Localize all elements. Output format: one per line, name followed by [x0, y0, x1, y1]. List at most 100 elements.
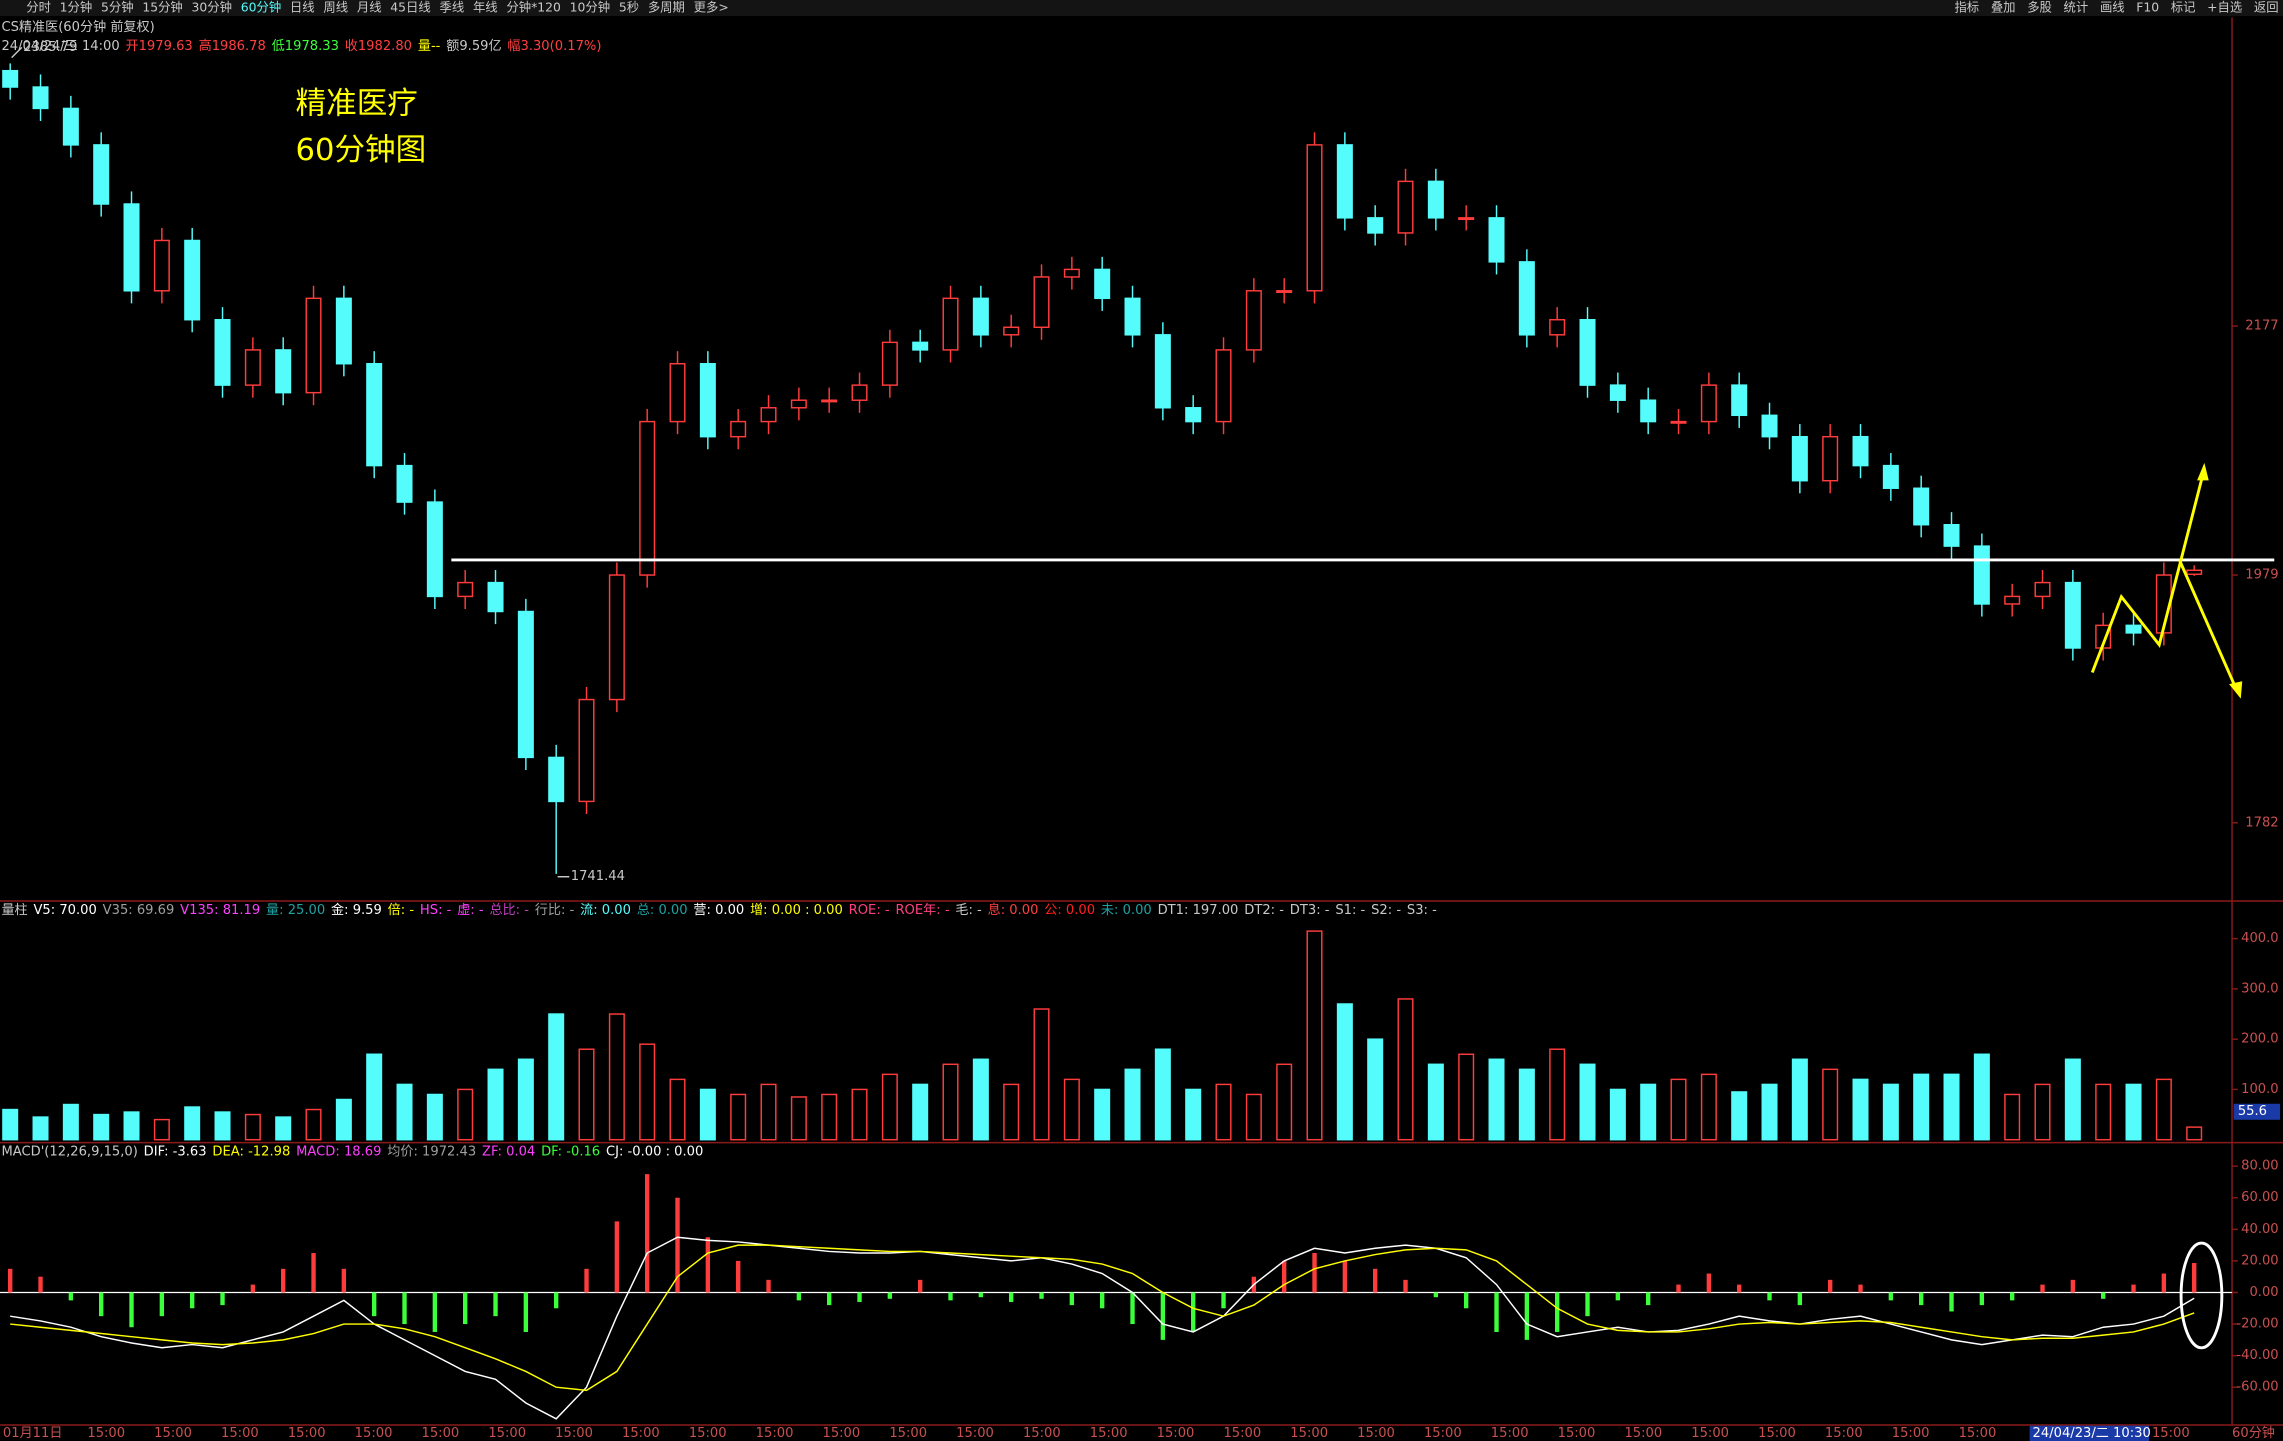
- info-item: DT2: -: [1244, 903, 1284, 918]
- info-item: MACD: 18.69: [296, 1145, 381, 1160]
- x-tick-label: 15:00: [1758, 1426, 1796, 1441]
- candle-body: [1640, 399, 1657, 423]
- candle-body: [1973, 545, 1990, 605]
- x-tick-label: 15:00: [555, 1426, 593, 1441]
- info-item: 行比: -: [535, 902, 575, 918]
- toolbar-item[interactable]: 5分钟: [101, 0, 134, 15]
- x-tick-label: 15:00: [221, 1426, 259, 1441]
- x-tick-label: 60分钟: [2232, 1424, 2275, 1441]
- toolbar-item[interactable]: 返回: [2254, 1, 2279, 15]
- volume-bar: [760, 1083, 777, 1141]
- candle-body: [1579, 318, 1596, 386]
- toolbar-item[interactable]: 10分钟: [570, 0, 610, 15]
- volume-bar: [1397, 998, 1414, 1141]
- toolbar-item[interactable]: 更多>: [694, 1, 729, 15]
- toolbar-item[interactable]: 周线: [323, 1, 348, 15]
- volume-bar: [639, 1043, 656, 1141]
- info-item: V35: 69.69: [103, 903, 175, 918]
- info-item: 流: 0.00: [580, 902, 631, 918]
- volume-bar: [2095, 1083, 2112, 1141]
- max-pointer: [11, 46, 23, 59]
- candle-body: [93, 144, 110, 205]
- info-item: 均价: 1972.43: [387, 1144, 476, 1160]
- x-tick-label: 15:00: [1090, 1426, 1128, 1441]
- toolbar-item[interactable]: 多股: [2027, 1, 2052, 15]
- volume-bar: [1973, 1053, 1990, 1141]
- drawn-arrow: [2178, 559, 2240, 694]
- toolbar-item[interactable]: 45日线: [390, 1, 430, 15]
- toolbar-item[interactable]: 5秒: [619, 1, 639, 15]
- candle-body: [1609, 384, 1626, 401]
- x-tick-label: 15:00: [622, 1426, 660, 1441]
- y-tick-label: 400.0: [2241, 931, 2279, 946]
- y-tick-label: -40.00: [2236, 1348, 2278, 1363]
- volume-bar: [851, 1088, 868, 1141]
- x-tick-label: 15:00: [288, 1426, 326, 1441]
- toolbar-item[interactable]: 15分钟: [142, 0, 182, 15]
- toolbar-item[interactable]: 日线: [290, 1, 315, 15]
- volume-bar: [821, 1093, 838, 1141]
- toolbar-item[interactable]: 60分钟: [241, 0, 281, 15]
- candle-body: [1761, 414, 1778, 438]
- volume-bar: [275, 1116, 292, 1141]
- volume-bar: [1882, 1083, 1899, 1141]
- toolbar-item[interactable]: 指标: [1954, 0, 1979, 15]
- toolbar-item[interactable]: F10: [2136, 1, 2159, 15]
- candle-body: [1094, 268, 1111, 300]
- toolbar-item[interactable]: 分钟*120: [506, 0, 561, 15]
- info-item: 24/04/24/三 14:00: [1, 39, 119, 54]
- volume-bar: [305, 1108, 322, 1141]
- arrow-head: [2229, 681, 2243, 699]
- volume-bar: [244, 1113, 261, 1141]
- candle-body: [305, 297, 322, 394]
- info-item: 金: 9.59: [331, 902, 382, 918]
- volume-bar: [517, 1058, 534, 1141]
- volume-bar: [1336, 1003, 1353, 1141]
- info-item: 毛: -: [955, 902, 982, 918]
- volume-bar: [2034, 1083, 2051, 1141]
- info-item: S1: -: [1335, 903, 1365, 918]
- volume-bar: [1276, 1063, 1293, 1141]
- drawn-arrow: [2090, 468, 2206, 673]
- toolbar-item[interactable]: 分时: [26, 1, 51, 15]
- y-tick-label: 80.00: [2241, 1159, 2279, 1174]
- chart-title: CS精准医(60分钟 前复权): [1, 18, 154, 35]
- volume-bar: [1306, 930, 1323, 1141]
- info-item: 低1978.33: [272, 38, 339, 54]
- x-tick-label: 15:00: [2152, 1426, 2190, 1441]
- volume-bar: [1185, 1088, 1202, 1141]
- volume-bar: [1822, 1068, 1839, 1141]
- toolbar-item[interactable]: 画线: [2100, 1, 2125, 15]
- info-item: 高1986.78: [199, 37, 266, 54]
- toolbar-item[interactable]: 叠加: [1991, 1, 2016, 15]
- toolbar-item[interactable]: 统计: [2064, 1, 2089, 15]
- toolbar-item[interactable]: 30分钟: [192, 0, 232, 15]
- info-item: 开1979.63: [126, 39, 193, 54]
- toolbar-item[interactable]: 年线: [473, 1, 498, 15]
- info-item: CJ: -0.00 : 0.00: [606, 1145, 703, 1160]
- toolbar-item[interactable]: 多周期: [648, 1, 685, 15]
- annotation: 60分钟图: [296, 133, 427, 168]
- volume-bar: [123, 1111, 140, 1141]
- info-item: 幅3.30(0.17%): [507, 38, 601, 54]
- candle-body: [1367, 217, 1384, 234]
- toolbar-item[interactable]: 月线: [357, 1, 382, 15]
- candle-body: [1306, 144, 1323, 292]
- volume-bar: [578, 1048, 595, 1141]
- volume-bar: [548, 1013, 565, 1141]
- x-tick-label: 15:00: [488, 1426, 526, 1441]
- volume-bar: [669, 1078, 686, 1141]
- candle-body: [1488, 217, 1505, 263]
- candle-body: [1245, 290, 1262, 351]
- info-item: 倍: -: [388, 902, 415, 918]
- candle-body: [1185, 407, 1202, 423]
- toolbar-item[interactable]: 标记: [2171, 1, 2196, 15]
- toolbar-item[interactable]: +自选: [2207, 1, 2242, 15]
- volume-bar: [730, 1093, 747, 1141]
- last-label: 55.6: [2238, 1104, 2267, 1119]
- toolbar-item[interactable]: 1分钟: [60, 0, 93, 15]
- candle-body: [1913, 487, 1930, 526]
- toolbar-item[interactable]: 季线: [439, 1, 464, 15]
- annotation: 精准医疗: [296, 86, 418, 121]
